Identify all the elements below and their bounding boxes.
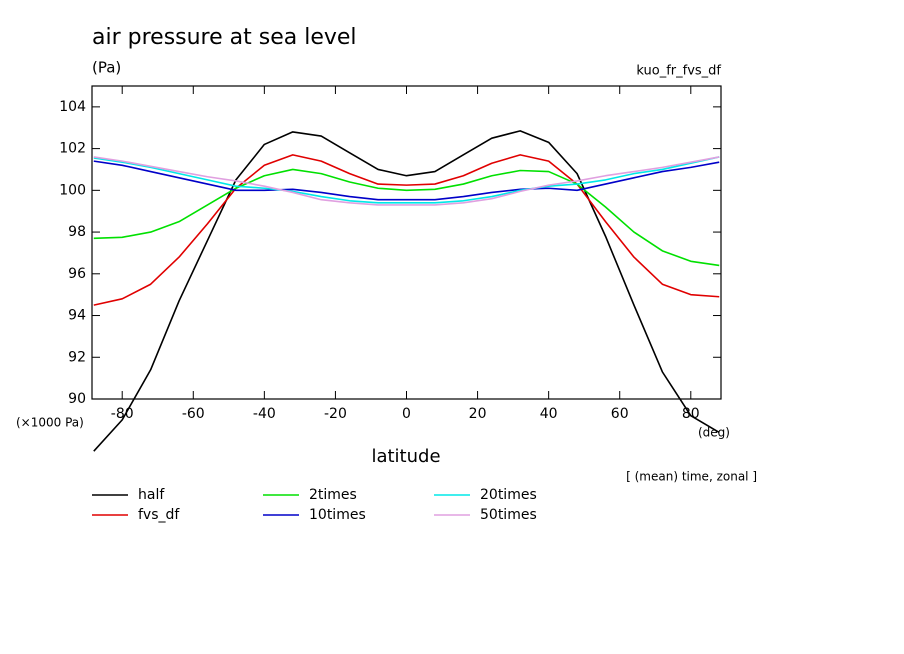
x-tick-label: 60 (611, 406, 629, 422)
plot-frame (91, 85, 722, 400)
series-line (93, 130, 720, 452)
chart-title: air pressure at sea level (92, 25, 357, 50)
y-unit: (Pa) (92, 59, 121, 77)
y-tick-label: 102 (59, 141, 86, 157)
series-line (93, 154, 720, 306)
note: [ (mean) time, zonal ] (626, 470, 757, 484)
x-tick-label: -20 (324, 406, 347, 422)
x-tick-label: 40 (540, 406, 558, 422)
y-tick-label: 94 (68, 308, 86, 324)
series-line (93, 168, 720, 267)
x-tick-label: -40 (253, 406, 276, 422)
series-line (93, 156, 720, 206)
y-tick-label: 98 (68, 224, 86, 240)
x-axis-label: latitude (371, 446, 440, 467)
x-tick-label: 20 (469, 406, 487, 422)
x-unit: (deg) (698, 426, 730, 440)
run-label: kuo_fr_fvs_df (636, 64, 721, 79)
y-tick-label: 96 (68, 266, 86, 282)
y-tick-label: 104 (59, 99, 86, 115)
legend-label: 50times (480, 507, 537, 523)
y-tick-label: 92 (68, 349, 86, 365)
legend-label: half (138, 487, 165, 503)
legend-label: 2times (309, 487, 357, 503)
y-tick-label: 100 (59, 182, 86, 198)
legend-label: 20times (480, 487, 537, 503)
series-line (93, 160, 720, 201)
legend-label: 10times (309, 507, 366, 523)
x-tick-label: 0 (402, 406, 411, 422)
y-scale-label: (×1000 Pa) (16, 416, 84, 430)
legend-label: fvs_df (138, 507, 180, 523)
y-tick-label: 90 (68, 391, 86, 407)
series-line (93, 156, 720, 204)
x-tick-label: -60 (182, 406, 205, 422)
